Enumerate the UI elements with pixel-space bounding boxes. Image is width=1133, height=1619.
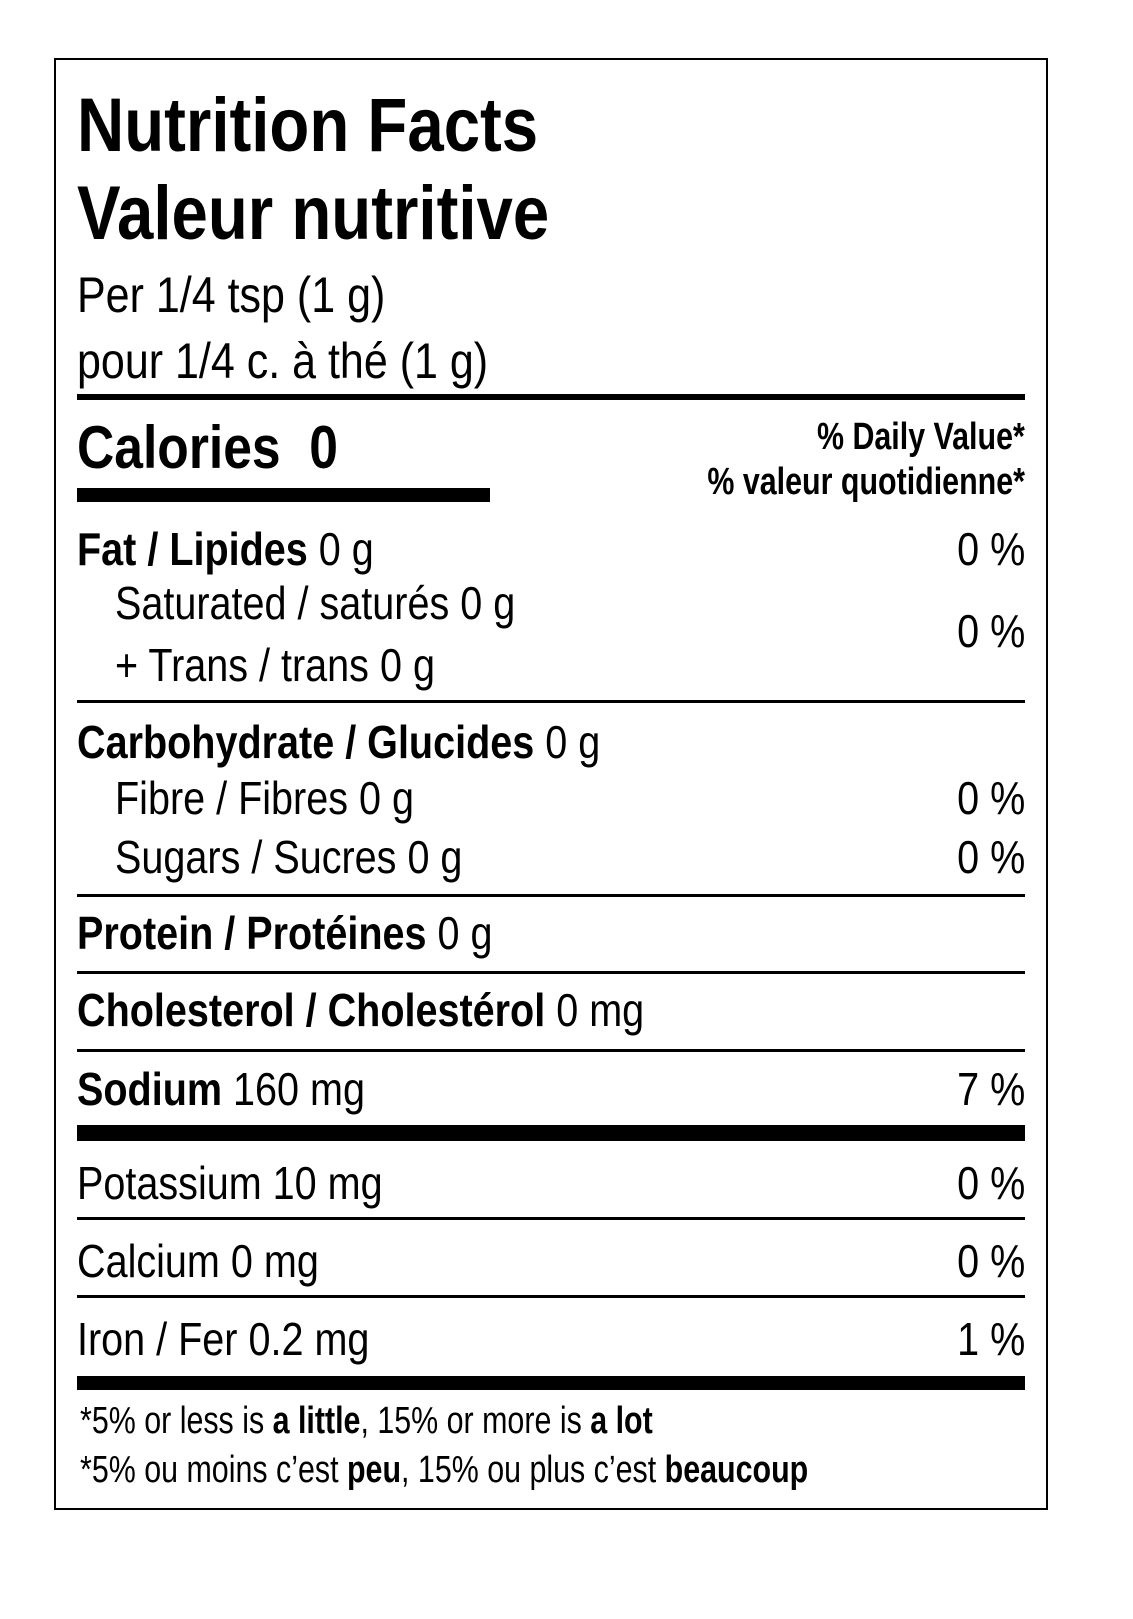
footnote-fr: *5% ou moins c’est peu, 15% ou plus c’es… — [80, 1451, 808, 1489]
trans-label: + Trans / trans — [115, 639, 369, 691]
row-potassium: Potassium 10 mg — [77, 1160, 383, 1206]
iron-amount: 0.2 mg — [248, 1313, 370, 1365]
nutrition-label-frame — [54, 58, 1048, 1510]
dv-header-fr: % valeur quotidienne* — [707, 461, 1025, 503]
iron-dv: 1 % — [956, 1313, 1025, 1365]
calories-value: 0 — [309, 414, 339, 481]
thick-divider — [77, 1376, 1025, 1390]
divider — [77, 894, 1025, 897]
divider — [77, 1217, 1025, 1220]
iron-label: Iron / Fer — [77, 1313, 238, 1365]
carbohydrate-amount: 0 g — [545, 716, 601, 768]
sugars-dv: 0 % — [956, 831, 1025, 883]
row-carbohydrate: Carbohydrate / Glucides 0 g — [77, 719, 600, 765]
saturated-amount: 0 g — [460, 577, 516, 629]
sugars-amount: 0 g — [407, 831, 463, 883]
calories-label: Calories — [77, 414, 281, 481]
carbohydrate-label: Carbohydrate / Glucides — [77, 716, 535, 768]
divider — [77, 1049, 1025, 1052]
footnote-bold: a little — [272, 1400, 361, 1442]
potassium-dv: 0 % — [956, 1157, 1025, 1209]
thick-divider — [77, 1125, 1025, 1141]
row-cholesterol: Cholesterol / Cholestérol 0 mg — [77, 987, 644, 1033]
potassium-amount: 10 mg — [272, 1157, 383, 1209]
row-saturated: Saturated / saturés 0 g — [115, 580, 515, 626]
row-calcium: Calcium 0 mg — [77, 1238, 319, 1284]
sat-trans-dv: 0 % — [956, 605, 1025, 657]
footnote-en: *5% or less is a little, 15% or more is … — [80, 1402, 653, 1440]
calcium-label: Calcium — [77, 1235, 220, 1287]
sodium-dv: 7 % — [956, 1063, 1025, 1115]
calcium-amount: 0 mg — [230, 1235, 319, 1287]
sodium-label: Sodium — [77, 1063, 223, 1115]
footnote-text: , 15% ou plus c’est — [401, 1449, 665, 1491]
dv-header-en: % Daily Value* — [817, 416, 1025, 458]
calcium-dv: 0 % — [956, 1235, 1025, 1287]
sodium-amount: 160 mg — [233, 1063, 366, 1115]
fat-label: Fat / Lipides — [77, 523, 308, 575]
row-protein: Protein / Protéines 0 g — [77, 910, 493, 956]
row-trans: + Trans / trans 0 g — [115, 642, 435, 688]
footnote-bold: beaucoup — [664, 1449, 809, 1491]
saturated-label: Saturated / saturés — [115, 577, 450, 629]
divider — [77, 700, 1025, 703]
divider — [77, 394, 1025, 400]
cholesterol-label: Cholesterol / Cholestérol — [77, 984, 546, 1036]
calories-bar — [77, 488, 490, 502]
cholesterol-amount: 0 mg — [556, 984, 645, 1036]
footnote-bold: peu — [346, 1449, 402, 1491]
row-iron: Iron / Fer 0.2 mg — [77, 1316, 369, 1362]
trans-amount: 0 g — [379, 639, 435, 691]
fat-dv: 0 % — [956, 523, 1025, 575]
serving-size-fr: pour 1/4 c. à thé (1 g) — [77, 333, 489, 389]
fibre-dv: 0 % — [956, 772, 1025, 824]
footnote-text: , 15% or more is — [360, 1400, 591, 1442]
row-fat: Fat / Lipides 0 g — [77, 526, 374, 572]
calories: Calories 0 — [77, 418, 338, 478]
serving-size-en: Per 1/4 tsp (1 g) — [77, 267, 386, 323]
title-en: Nutrition Facts — [77, 83, 539, 168]
footnote-bold: a lot — [590, 1400, 653, 1442]
fibre-amount: 0 g — [359, 772, 415, 824]
potassium-label: Potassium — [77, 1157, 262, 1209]
row-sodium: Sodium 160 mg — [77, 1066, 365, 1112]
fibre-label: Fibre / Fibres — [115, 772, 349, 824]
divider — [77, 1295, 1025, 1298]
protein-label: Protein / Protéines — [77, 907, 427, 959]
divider — [77, 971, 1025, 974]
row-sugars: Sugars / Sucres 0 g — [115, 834, 462, 880]
fat-amount: 0 g — [318, 523, 374, 575]
footnote-text: *5% or less is — [80, 1400, 273, 1442]
title-fr: Valeur nutritive — [77, 171, 550, 256]
row-fibre: Fibre / Fibres 0 g — [115, 775, 414, 821]
protein-amount: 0 g — [437, 907, 493, 959]
footnote-text: *5% ou moins c’est — [80, 1449, 347, 1491]
sugars-label: Sugars / Sucres — [115, 831, 397, 883]
